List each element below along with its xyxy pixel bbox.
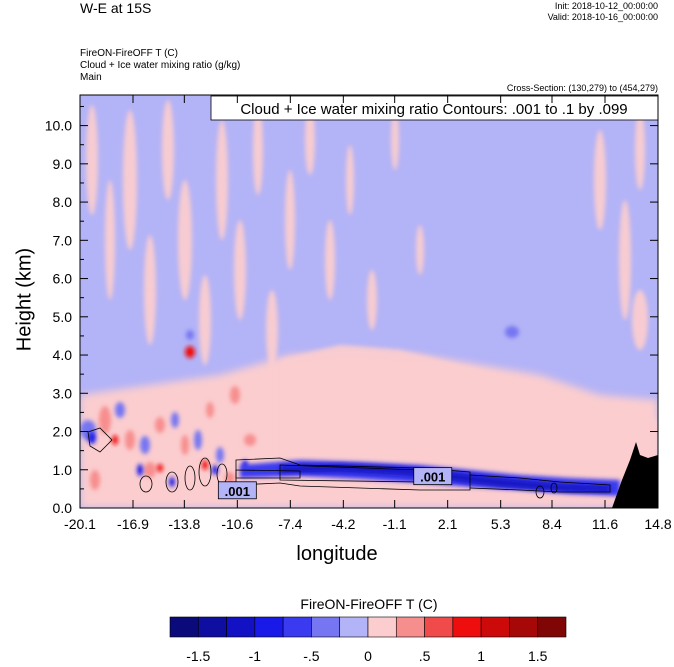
contour-label: .001 — [225, 484, 250, 499]
colorbar: -1.5 -1 -.5 0 .5 1 1.5 — [169, 616, 567, 664]
y-tick-label: 0.0 — [53, 500, 73, 516]
colorbar-tick-label: -.5 — [303, 648, 320, 664]
x-tick-label: -1.1 — [383, 516, 407, 532]
y-tick-label: 9.0 — [53, 156, 73, 172]
colorbar-box — [537, 616, 567, 638]
contour-label-box — [217, 481, 257, 500]
x-tick-label: 2.1 — [438, 516, 458, 532]
chart-title: W-E at 15S — [80, 0, 152, 16]
field-layer — [80, 95, 658, 508]
x-tick-label: -10.6 — [221, 516, 253, 532]
x-tick-label: -4.2 — [331, 516, 355, 532]
colorbar-tick-label: 0 — [364, 648, 372, 664]
field-group: Main — [80, 72, 102, 83]
colorbar-box — [509, 616, 539, 638]
y-tick-label: 1.0 — [53, 462, 73, 478]
y-tick-label: 10.0 — [45, 118, 72, 134]
colorbar-box — [367, 616, 397, 638]
y-tick-label: 7.0 — [53, 232, 73, 248]
colorbar-box — [254, 616, 284, 638]
contour-info: Cloud + Ice water mixing ratio Contours:… — [240, 101, 627, 118]
y-tick-label: 2.0 — [53, 424, 73, 440]
contour-label-box — [413, 467, 453, 486]
init-time: Init: 2018-10-12_00:00:00 — [554, 1, 658, 11]
x-tick-label: 5.3 — [491, 516, 511, 532]
colorbar-box — [226, 616, 256, 638]
colorbar-box — [480, 616, 510, 638]
colorbar-tick-label: 1.5 — [528, 648, 548, 664]
valid-time: Valid: 2018-10-16_00:00:00 — [547, 12, 658, 22]
colorbar-tick-label: 1 — [477, 648, 485, 664]
x-tick-label: -13.8 — [168, 516, 200, 532]
colorbar-box — [197, 616, 227, 638]
x-tick-label: -20.1 — [64, 516, 96, 532]
x-tick-label: 8.4 — [542, 516, 562, 532]
colorbar-box — [452, 616, 482, 638]
colorbar-box — [339, 616, 369, 638]
colorbar-title: FireON-FireOFF T (C) — [300, 596, 438, 612]
y-tick-label: 4.0 — [53, 347, 73, 363]
cross-section-label: Cross-Section: (130,279) to (454,279) — [506, 83, 658, 93]
x-axis-label: longitude — [296, 543, 378, 565]
colorbar-box — [169, 616, 199, 638]
y-tick-label: 5.0 — [53, 309, 73, 325]
contour-labels: .001 .001 — [217, 467, 453, 500]
y-axis-label: Height (km) — [13, 247, 36, 352]
x-tick-label: -7.4 — [278, 516, 302, 532]
colorbar-box — [282, 616, 312, 638]
plot-frame — [79, 94, 659, 509]
colorbar-tick-label: -1 — [249, 648, 262, 664]
colorbar-box — [311, 616, 341, 638]
field-name-mixing-ratio: Cloud + Ice water mixing ratio (g/kg) — [80, 60, 241, 71]
colorbar-box — [424, 616, 454, 638]
colorbar-tick-label: .5 — [419, 648, 431, 664]
y-tick-label: 3.0 — [53, 385, 73, 401]
colorbar-box — [395, 616, 425, 638]
colorbar-tick-label: -1.5 — [186, 648, 210, 664]
field-name-temperature: FireON-FireOFF T (C) — [80, 48, 178, 59]
axes: -20.1 -16.9 -13.8 -10.6 -7.4 -4.2 -1.1 2.1 5.3 8.… — [45, 95, 672, 532]
y-tick-label: 8.0 — [53, 194, 73, 210]
x-tick-label: 11.6 — [592, 516, 618, 532]
y-tick-label: 6.0 — [53, 271, 73, 287]
x-tick-label: -16.9 — [117, 516, 149, 532]
x-tick-label: 14.8 — [644, 516, 671, 532]
contour-label: .001 — [420, 470, 445, 485]
